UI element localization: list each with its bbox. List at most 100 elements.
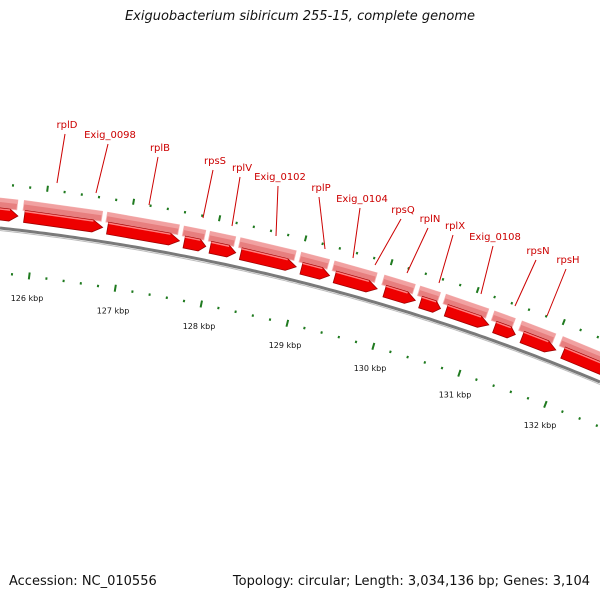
cds-arrow-highlight — [24, 210, 94, 222]
cds-band-highlight — [183, 226, 206, 235]
tick-mark — [423, 361, 427, 364]
tick-mark — [441, 277, 445, 281]
backbone-shadow — [0, 230, 600, 385]
minor-tick-top — [579, 328, 582, 332]
minor-tick-top — [424, 272, 428, 276]
cds-band-highlight — [300, 252, 330, 264]
gene-label: rpsS — [204, 156, 226, 167]
tick-mark — [475, 286, 480, 294]
tick-mark — [113, 284, 117, 292]
minor-tick-top — [441, 277, 445, 281]
tick-label: 132 kbp — [524, 421, 557, 430]
tick-mark — [285, 319, 290, 327]
tick-mark — [217, 306, 220, 310]
leader-line — [275, 185, 279, 237]
gene-label: rpsH — [556, 255, 579, 266]
cds-band — [381, 274, 416, 295]
cds-arrow — [382, 284, 417, 304]
tick-label: 130 kbp — [354, 364, 387, 373]
cds-band-highlight — [333, 260, 378, 277]
genome-backbone — [0, 226, 600, 385]
coordinate-tick — [561, 410, 564, 414]
cds-arrow-shape — [443, 304, 490, 328]
tick-mark — [389, 350, 392, 354]
tick-mark — [182, 299, 186, 303]
cds-arrow-shape — [238, 247, 297, 271]
tick-mark — [252, 225, 256, 229]
coordinate-tick — [79, 282, 82, 285]
cds-band-highlight — [383, 275, 416, 289]
tick-mark — [492, 384, 495, 388]
tick-mark — [269, 229, 273, 233]
cds-band — [298, 251, 331, 270]
coordinate-tick — [578, 417, 581, 421]
cds-arrow — [208, 240, 237, 258]
minor-tick-top — [235, 221, 238, 225]
tick-mark — [165, 296, 169, 300]
coordinate-tick — [457, 369, 462, 377]
cds-band-highlight — [239, 237, 297, 255]
coordinate-tick — [27, 272, 31, 280]
coordinate-tick — [62, 279, 65, 283]
genome-summary-text: Topology: circular; Length: 3,034,136 bp… — [232, 574, 590, 589]
minor-tick-top — [218, 215, 222, 222]
tick-mark — [389, 259, 394, 266]
tick-mark — [526, 396, 530, 400]
tick-mark — [527, 308, 531, 312]
coordinate-tick — [165, 296, 169, 300]
coordinate-tick — [371, 342, 376, 350]
cds-band — [518, 320, 557, 344]
cds-arrow — [0, 206, 19, 222]
tick-mark — [337, 335, 341, 339]
tick-mark — [578, 417, 581, 421]
minor-tick-top — [596, 335, 600, 339]
backbone-line — [0, 226, 600, 384]
leader-line — [231, 176, 241, 227]
tick-mark — [371, 342, 376, 350]
minor-tick-top — [372, 256, 376, 260]
coordinate-tick — [268, 318, 272, 322]
tick-mark — [235, 221, 238, 225]
cds-arrow-shape — [492, 320, 516, 339]
minor-tick-top — [475, 286, 480, 294]
minor-tick-top — [132, 198, 136, 205]
tick-mark — [234, 310, 237, 314]
tick-mark — [355, 251, 359, 255]
minor-tick-top — [46, 185, 49, 192]
coordinate-tick — [595, 424, 599, 428]
gene-label: rplD — [57, 120, 78, 131]
tick-mark — [45, 277, 48, 280]
cds-arrow-shape — [382, 284, 417, 304]
coordinate-tick — [182, 299, 186, 303]
coordinate-tick — [113, 284, 117, 292]
tick-mark — [199, 300, 203, 308]
gene-label: rplN — [420, 214, 441, 225]
tick-mark — [595, 424, 599, 428]
tick-mark — [29, 186, 32, 189]
coordinate-tick — [492, 384, 495, 388]
minor-tick-top — [115, 198, 118, 202]
tick-label: 128 kbp — [183, 322, 216, 331]
tick-mark — [457, 369, 462, 377]
leader-line — [406, 227, 429, 274]
coordinate-tick — [526, 396, 530, 400]
coordinate-tick — [45, 277, 48, 280]
minor-tick-top — [80, 193, 83, 196]
tick-mark — [96, 284, 100, 288]
cds-arrow — [182, 235, 207, 252]
cds-band-highlight — [23, 200, 103, 216]
tick-mark — [561, 410, 564, 414]
cds-arrow-highlight — [241, 248, 288, 261]
tick-mark — [97, 195, 101, 199]
cds-band-highlight — [493, 311, 516, 323]
minor-tick-top — [303, 235, 308, 242]
leader-line — [546, 268, 567, 317]
cds-arrow-highlight — [0, 207, 11, 211]
coordinate-tick — [10, 273, 14, 276]
minor-tick-top — [493, 295, 496, 299]
tick-mark — [303, 235, 308, 242]
cds-arrow-highlight — [185, 236, 201, 241]
tick-mark — [303, 326, 306, 330]
tick-label: 131 kbp — [439, 390, 472, 399]
minor-tick-top — [527, 308, 531, 312]
